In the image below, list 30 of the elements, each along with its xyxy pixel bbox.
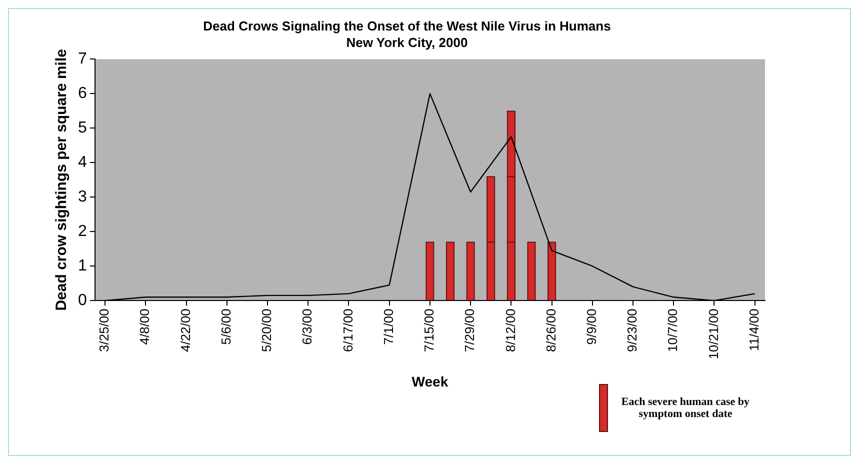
y-tick-label: 1 bbox=[78, 258, 87, 275]
x-tick-label: 7/15/00 bbox=[422, 308, 437, 352]
x-tick-label: 6/17/00 bbox=[340, 308, 356, 352]
x-tick-label: 5/6/00 bbox=[218, 308, 234, 345]
x-axis-title: Week bbox=[412, 373, 448, 390]
x-tick-label: 10/7/00 bbox=[665, 308, 680, 352]
y-tick-label: 6 bbox=[78, 85, 87, 102]
x-tick-label: 4/8/00 bbox=[137, 308, 152, 345]
x-tick-label: 8/12/00 bbox=[502, 308, 518, 352]
x-tick-label: 7/1/00 bbox=[380, 308, 396, 345]
y-tick-label: 7 bbox=[78, 50, 87, 68]
chart-title: Dead Crows Signaling the Onset of the West Nile Virus in Humans bbox=[203, 18, 611, 34]
y-tick-label: 5 bbox=[78, 120, 87, 137]
x-tick-label: 9/9/00 bbox=[584, 308, 599, 345]
x-tick-label: 11/4/00 bbox=[746, 308, 762, 352]
x-tick-label: 7/29/00 bbox=[462, 308, 478, 352]
chart-subtitle: New York City, 2000 bbox=[346, 34, 468, 50]
y-tick-label: 4 bbox=[78, 154, 87, 172]
x-tick-label: 10/21/00 bbox=[706, 308, 721, 360]
y-axis-title: Dead crow sightings per square mile bbox=[53, 49, 70, 311]
x-tick-label: 9/23/00 bbox=[624, 308, 640, 352]
y-tick-label: 3 bbox=[78, 188, 87, 206]
x-tick-label: 4/22/00 bbox=[178, 308, 193, 352]
x-tick-label: 5/20/00 bbox=[259, 308, 274, 352]
x-tick-label: 3/25/00 bbox=[96, 308, 112, 352]
y-tick-label: 2 bbox=[78, 223, 87, 240]
x-tick-label: 6/3/00 bbox=[300, 308, 315, 345]
text: Each severe human case by symptom onset date bbox=[620, 396, 751, 420]
y-tick-label: 0 bbox=[78, 292, 87, 310]
x-tick-label: 8/26/00 bbox=[543, 308, 558, 352]
